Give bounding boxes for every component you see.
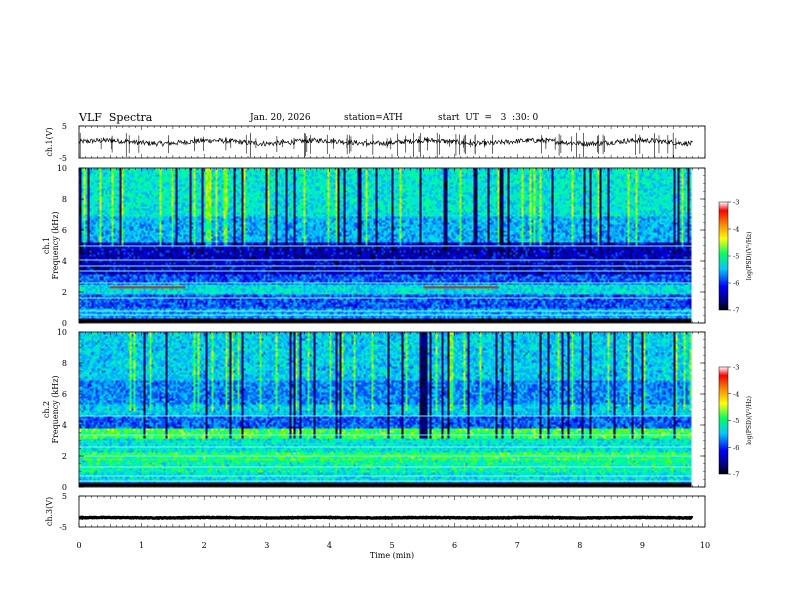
y-tick-label: 4 xyxy=(62,421,67,430)
x-tick-label: 10 xyxy=(700,541,710,550)
y-tick-label: 4 xyxy=(62,257,67,266)
x-tick-label: 0 xyxy=(76,541,81,550)
y-axis-label-frequency: Frequency (kHz) xyxy=(51,211,60,279)
y-tick-label: 0 xyxy=(62,319,67,328)
y-axis-label-channel: ch.2 xyxy=(42,401,51,418)
panel-frame-ch1-waveform xyxy=(78,125,706,159)
colorbar-ch1-spectrogram xyxy=(718,201,729,311)
spectrogram-ch2-spectrogram xyxy=(79,332,692,487)
x-tick-label: 9 xyxy=(640,541,645,550)
waveform-line-ch3-waveform xyxy=(78,515,694,521)
x-tick-label: 3 xyxy=(264,541,269,550)
y-tick-label: 5 xyxy=(62,122,67,131)
y-tick-label: 6 xyxy=(62,390,67,399)
colorbar-tick-label: -3 xyxy=(733,199,739,207)
y-tick-label: 10 xyxy=(57,164,67,173)
date-label: Jan. 20, 2026 xyxy=(250,113,311,123)
y-axis-label-frequency: Frequency (kHz) xyxy=(51,375,60,443)
y-tick-label: 2 xyxy=(62,452,67,461)
colorbar-tick-label: -6 xyxy=(733,444,739,452)
station-label: station=ATH xyxy=(344,113,403,123)
x-tick-label: 2 xyxy=(202,541,207,550)
panel-frame-ch3-waveform xyxy=(78,495,706,528)
x-tick-label: 1 xyxy=(139,541,144,550)
waveform-line-ch1-waveform xyxy=(78,136,693,148)
colorbar-tick-label: -6 xyxy=(733,280,739,288)
colorbar-tick-label: -5 xyxy=(733,253,739,261)
colorbar-label: log(PSD)(V²/Hz) xyxy=(746,396,753,445)
y-tick-label: 2 xyxy=(62,288,67,297)
colorbar-tick-label: -4 xyxy=(733,390,739,398)
spectrogram-ch1-spectrogram xyxy=(79,168,692,323)
x-tick-label: 4 xyxy=(327,541,332,550)
y-axis-label-channel: ch.1 xyxy=(42,237,51,254)
colorbar-label: log(PSD)(V²/Hz) xyxy=(746,232,753,281)
colorbar-tick-label: -5 xyxy=(733,417,739,425)
y-tick-label: 6 xyxy=(62,226,67,235)
colorbar-tick-label: -7 xyxy=(733,471,739,479)
y-tick-label: -5 xyxy=(59,154,67,163)
colorbar-ch2-spectrogram xyxy=(718,366,729,475)
x-tick-label: 7 xyxy=(515,541,520,550)
y-axis-label: ch.3(V) xyxy=(45,497,54,526)
start-ut-label: start UT = 3 :30: 0 xyxy=(438,113,539,123)
y-tick-label: 0 xyxy=(62,483,67,492)
x-tick-label: 6 xyxy=(452,541,457,550)
x-axis-label: Time (min) xyxy=(370,551,414,560)
y-tick-label: 10 xyxy=(57,328,67,337)
y-tick-label: 5 xyxy=(62,492,67,501)
y-tick-label: 8 xyxy=(62,195,67,204)
y-axis-label: ch.1(V) xyxy=(45,127,54,156)
x-tick-label: 8 xyxy=(577,541,582,550)
x-tick-label: 5 xyxy=(389,541,394,550)
y-tick-label: -5 xyxy=(59,523,67,532)
colorbar-tick-label: -3 xyxy=(733,364,739,372)
chart-title: VLF Spectra xyxy=(79,111,153,124)
y-tick-label: 8 xyxy=(62,359,67,368)
colorbar-tick-label: -7 xyxy=(733,307,739,315)
colorbar-tick-label: -4 xyxy=(733,226,739,234)
